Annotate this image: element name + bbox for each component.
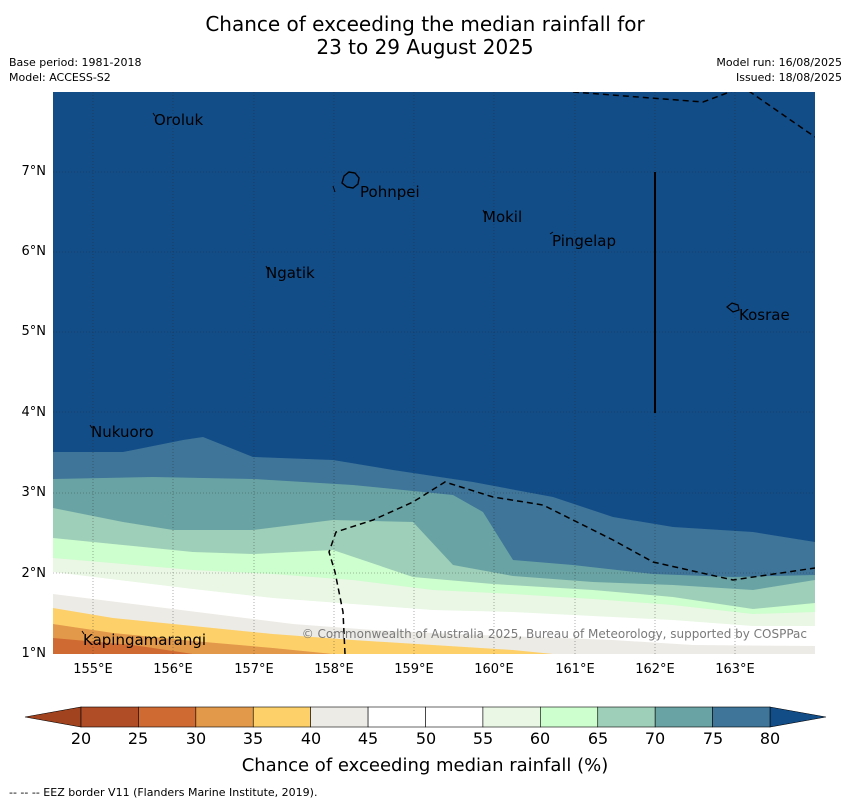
colorbar-svg	[24, 706, 827, 728]
colorbar-segment-20	[80, 706, 139, 728]
atoll-marks	[81, 112, 554, 635]
issued-date: Issued: 18/08/2025	[735, 71, 842, 84]
colorbar-tick-80: 80	[759, 729, 781, 748]
colorbar-tick-70: 70	[644, 729, 666, 748]
title-line-2: 23 to 29 August 2025	[316, 35, 534, 59]
colorbar-tick-40: 40	[300, 729, 322, 748]
meta-right: Model run: 16/08/2025 Issued: 18/08/2025	[716, 55, 842, 85]
lon-label-159e: 159°E	[394, 662, 434, 677]
title-line-1: Chance of exceeding the median rainfall …	[205, 12, 645, 36]
meta-left: Base period: 1981-2018 Model: ACCESS-S2	[9, 55, 141, 85]
lon-label-158e: 158°E	[314, 662, 354, 677]
colorbar-segment-40	[310, 706, 369, 728]
colorbar-tick-55: 55	[472, 729, 494, 748]
lon-label-163e: 163°E	[715, 662, 755, 677]
colorbar-segment-70	[654, 706, 713, 728]
map-gridlines	[53, 92, 815, 654]
colorbar-tick-65: 65	[587, 729, 609, 748]
place-mokil: Mokil	[483, 208, 523, 226]
ngatik-atoll-mark	[332, 185, 336, 193]
copyright-notice: © Commonwealth of Australia 2025, Bureau…	[301, 627, 807, 641]
place-pohnpei: Pohnpei	[360, 183, 420, 201]
place-kapingamarangi: Kapingamarangi	[83, 631, 207, 649]
colorbar-tick-50: 50	[415, 729, 437, 748]
lat-label-2n: 2°N	[21, 566, 47, 581]
colorbar-tick-30: 30	[185, 729, 207, 748]
colorbar-segment-65	[597, 706, 656, 728]
lon-label-162e: 162°E	[635, 662, 675, 677]
place-kosrae: Kosrae	[739, 306, 790, 324]
colorbar-segment-25	[138, 706, 197, 728]
eez-borders	[328, 92, 815, 654]
colorbar-tick-35: 35	[242, 729, 264, 748]
colorbar-segments	[80, 706, 771, 728]
lon-label-155e: 155°E	[73, 662, 113, 677]
colorbar-over-arrow	[769, 706, 827, 728]
lat-label-1n: 1°N	[21, 646, 47, 661]
colorbar-segment-30	[195, 706, 254, 728]
place-nukuoro: Nukuoro	[91, 423, 154, 441]
colorbar-label: Chance of exceeding median rainfall (%)	[241, 755, 609, 776]
colorbar-segment-60	[540, 706, 599, 728]
colorbar-tick-60: 60	[529, 729, 551, 748]
colorbar-segment-45	[367, 706, 426, 728]
place-oroluk: Oroluk	[154, 111, 204, 129]
lon-label-161e: 161°E	[555, 662, 595, 677]
lat-label-5n: 5°N	[21, 324, 47, 339]
lat-label-6n: 6°N	[21, 244, 47, 259]
model-run-date: Model run: 16/08/2025	[716, 56, 842, 69]
colorbar-segment-50	[425, 706, 484, 728]
colorbar-segment-35	[252, 706, 311, 728]
colorbar-segment-55	[482, 706, 541, 728]
lat-label-4n: 4°N	[21, 405, 47, 420]
lat-label-3n: 3°N	[21, 485, 47, 500]
colorbar-segment-75	[712, 706, 771, 728]
lon-label-160e: 160°E	[474, 662, 514, 677]
base-period: Base period: 1981-2018	[9, 56, 142, 69]
pohnpei-island-icon	[341, 171, 360, 189]
map-title: Chance of exceeding the median rainfall …	[0, 13, 850, 59]
lon-label-157e: 157°E	[234, 662, 274, 677]
colorbar	[20, 705, 830, 733]
place-ngatik: Ngatik	[266, 264, 315, 282]
map-canvas	[53, 92, 815, 654]
kosrae-island-icon	[726, 302, 740, 313]
colorbar-under-arrow	[24, 706, 82, 728]
colorbar-tick-75: 75	[702, 729, 724, 748]
colorbar-tick-45: 45	[357, 729, 379, 748]
model-name: Model: ACCESS-S2	[9, 71, 111, 84]
lat-label-7n: 7°N	[21, 164, 47, 179]
colorbar-tick-20: 20	[70, 729, 92, 748]
eez-footnote: -- -- -- EEZ border V11 (Flanders Marine…	[9, 786, 318, 799]
place-pingelap: Pingelap	[552, 232, 617, 250]
rainfall-map: Oroluk Pohnpei Mokil Pingelap Ngatik Kos…	[53, 92, 815, 654]
contour-band-25	[53, 638, 193, 654]
colorbar-tick-25: 25	[127, 729, 149, 748]
lon-label-156e: 156°E	[153, 662, 193, 677]
